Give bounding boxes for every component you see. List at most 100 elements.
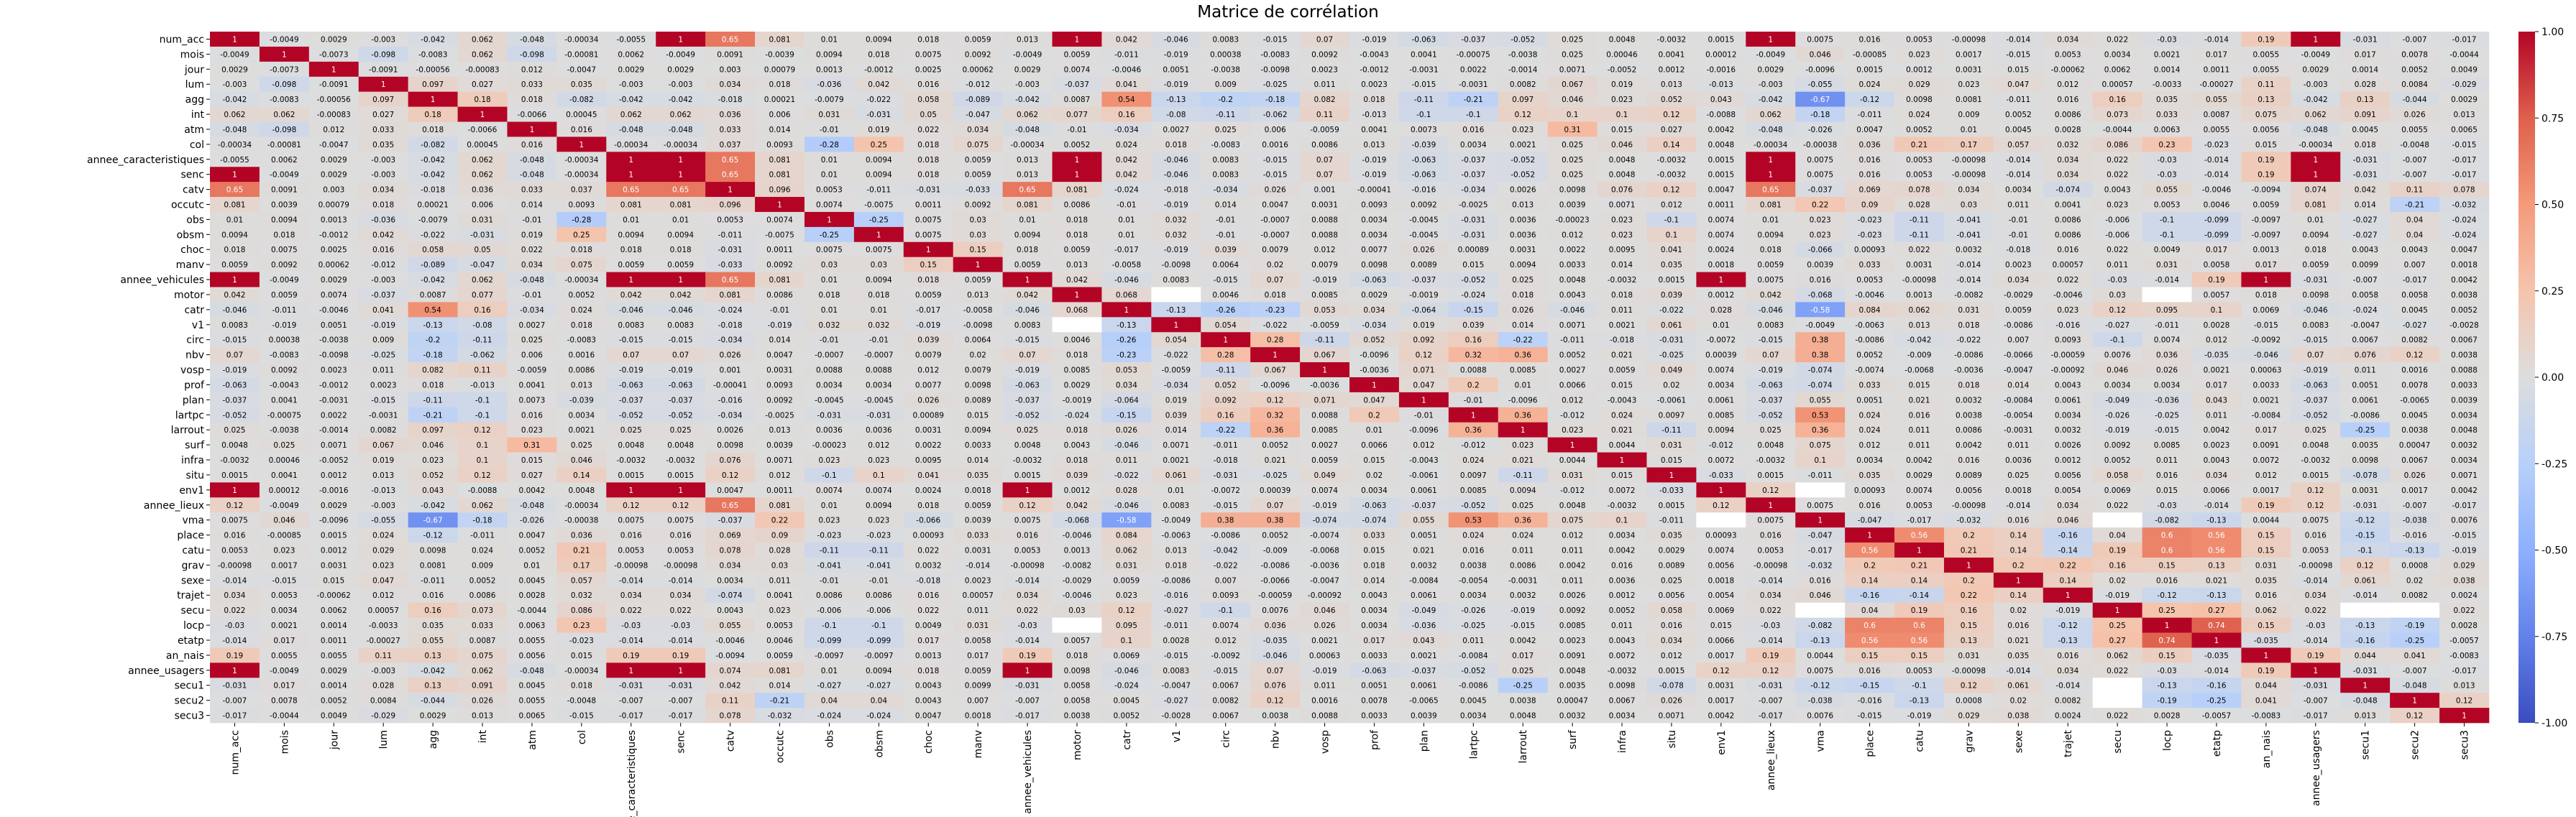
cell-value-label: 0.0053: [271, 591, 298, 600]
cell-value-label: 0.0075: [1757, 517, 1784, 525]
cell-value-label: -0.037: [619, 396, 643, 405]
cell-value-label: -0.0086: [1459, 682, 1488, 691]
cell-value-label: 0.034: [1116, 381, 1137, 389]
x-tick-label: an_nais: [2261, 730, 2273, 768]
cell-value-label: 0.015: [1363, 456, 1385, 465]
heatmap-cell: [903, 46, 953, 63]
cell-value-label: -0.0032: [1013, 456, 1042, 465]
cell-value-label: 0.0053: [1906, 502, 1933, 510]
x-tick-label: nbv: [1270, 730, 1282, 749]
cell-value-label: 0.0092: [2104, 441, 2131, 450]
x-tick-label: locp: [2162, 730, 2173, 751]
cell-value-label: 0.012: [1215, 637, 1237, 645]
heatmap-cell: [804, 46, 855, 63]
x-tick-label: situ: [1667, 730, 1678, 749]
cell-value-label: -0.048: [1015, 126, 1040, 134]
cell-value-label: 0.0054: [2055, 486, 2081, 495]
cell-value-label: 0.54: [424, 306, 441, 315]
cell-value-label: 0.0094: [667, 231, 694, 239]
cell-value-label: 0.0017: [1708, 652, 1734, 660]
cell-value-label: -0.014: [2204, 35, 2229, 44]
cell-value-label: 0.016: [2255, 591, 2277, 600]
cell-value-label: 0.0059: [1064, 246, 1091, 254]
cell-value-label: -0.00034: [2298, 141, 2333, 149]
cell-value-label: 0.0086: [568, 366, 595, 375]
cell-value-label: -0.019: [669, 366, 693, 375]
cell-value-label: 0.0052: [2401, 65, 2428, 74]
cell-value-label: 0.12: [2307, 502, 2324, 510]
cell-value-label: 0.11: [375, 652, 392, 660]
cell-value-label: 0.086: [571, 606, 592, 615]
cell-value-label: -0.022: [421, 231, 445, 239]
cell-value-label: -0.003: [1759, 80, 1783, 89]
cell-value-label: -0.03: [671, 622, 690, 630]
x-tick-label: v1: [1171, 730, 1183, 742]
cell-value-label: 0.0011: [1708, 201, 1734, 210]
cell-value-label: 0.011: [2156, 456, 2178, 465]
cell-value-label: 0.024: [1859, 426, 1881, 435]
cell-value-label: -0.0083: [567, 336, 597, 345]
cell-value-label: 0.0048: [1609, 171, 1636, 180]
cell-value-label: -0.037: [1411, 667, 1436, 675]
cell-value-label: 0.022: [620, 606, 642, 615]
cell-value-label: 0.021: [1908, 396, 1930, 405]
cell-value-label: -0.0049: [1756, 50, 1785, 59]
cell-value-label: 0.022: [1760, 606, 1782, 615]
cell-value-label: 0.0046: [1064, 336, 1091, 345]
cell-value-label: 0.0034: [1361, 486, 1388, 495]
cell-value-label: -0.098: [272, 126, 296, 134]
cell-value-label: -0.11: [1216, 366, 1235, 375]
cell-value-label: 0.031: [472, 216, 493, 224]
cell-value-label: -0.1: [1466, 111, 1481, 119]
cell-value-label: 0.0059: [1064, 50, 1091, 59]
cell-value-label: -0.089: [966, 96, 990, 104]
cell-value-label: 0.0042: [1510, 637, 1536, 645]
cell-value-label: 0.0034: [717, 576, 743, 585]
cell-value-label: -0.01: [1216, 216, 1235, 224]
cell-value-label: -0.0063: [1855, 321, 1884, 330]
cell-value-label: 1: [1818, 517, 1823, 525]
cell-value-label: 0.03: [1068, 606, 1085, 615]
cell-value-label: -0.042: [421, 156, 445, 165]
cell-value-label: 0.07: [1762, 351, 1779, 360]
cell-value-label: 0.0015: [618, 471, 644, 480]
cell-value-label: 0.03: [969, 216, 986, 224]
cell-value-label: -0.052: [669, 411, 693, 420]
cell-value-label: -0.00034: [564, 502, 599, 510]
cell-value-label: 0.018: [917, 156, 939, 165]
cell-value-label: 0.0048: [1559, 502, 1586, 510]
y-tick-label: catv: [183, 185, 204, 196]
cell-value-label: -0.26: [1216, 306, 1235, 315]
cell-value-label: 0.0041: [271, 396, 298, 405]
cell-value-label: -0.014: [619, 576, 643, 585]
cell-value-label: 1: [1075, 35, 1080, 44]
cell-value-label: -0.019: [1313, 667, 1337, 675]
cell-value-label: 0.0094: [965, 426, 991, 435]
cell-value-label: 0.021: [1413, 547, 1434, 555]
cell-value-label: 0.0015: [2302, 471, 2329, 480]
cell-value-label: 0.56: [2208, 547, 2225, 555]
cell-value-label: 0.011: [1314, 682, 1336, 691]
cell-value-label: 0.65: [623, 186, 639, 195]
cell-value-label: -0.013: [1362, 111, 1387, 119]
heatmap-cell: [755, 61, 805, 78]
cell-value-label: -0.01: [522, 291, 541, 300]
cell-value-label: -0.031: [223, 682, 247, 691]
cell-value-label: -0.1: [822, 622, 837, 630]
cell-value-label: -0.0031: [369, 411, 398, 420]
cell-value-label: 0.017: [2206, 246, 2227, 254]
cell-value-label: -0.01: [522, 216, 541, 224]
cell-value-label: -0.019: [1015, 366, 1040, 375]
cell-value-label: 0.023: [1611, 96, 1633, 104]
cell-value-label: -0.0044: [270, 712, 299, 721]
cell-value-label: -0.019: [371, 321, 395, 330]
cell-value-label: 0.0062: [271, 156, 298, 165]
cell-value-label: 0.01: [821, 276, 838, 285]
cell-value-label: 0.043: [1710, 96, 1732, 104]
cell-value-label: 0.024: [372, 532, 394, 540]
cell-value-label: 0.006: [472, 201, 493, 210]
cell-value-label: 0.092: [1413, 336, 1434, 345]
cell-value-label: 0.016: [1859, 156, 1881, 165]
cell-value-label: 0.0076: [1262, 606, 1288, 615]
cell-value-label: -0.044: [421, 697, 445, 706]
